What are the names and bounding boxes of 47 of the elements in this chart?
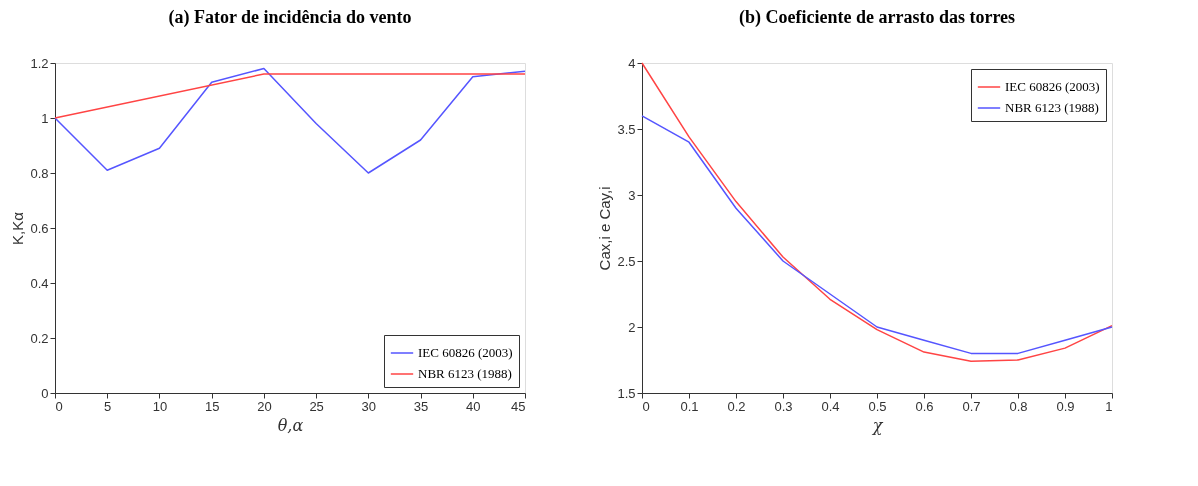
x-tick-label: 0.5 xyxy=(868,398,887,414)
chart-title: (b) Coeficiente de arrasto das torres xyxy=(738,7,1016,28)
chart-title: (a) Fator de incidência do vento xyxy=(168,7,412,28)
legend-label: NBR 6123 (1988) xyxy=(1005,100,1099,115)
line-series xyxy=(641,115,1113,355)
x-tick-label: 1 xyxy=(1105,398,1113,414)
y-axis-title: Cax,i e Cay,i xyxy=(596,186,614,271)
x-tick-label: 30 xyxy=(361,398,377,414)
legend-label: IEC 60826 (2003) xyxy=(418,345,513,360)
y-tick-label: 0 xyxy=(41,385,49,401)
x-tick-label: 0.8 xyxy=(1009,398,1028,414)
y-tick-label: 3.5 xyxy=(617,121,636,137)
x-tick-label: 35 xyxy=(413,398,429,414)
x-tick-label: 0 xyxy=(642,398,650,414)
y-tick-label: 3 xyxy=(628,187,636,203)
y-tick-label: 2 xyxy=(628,319,636,335)
x-tick-label: 0.7 xyxy=(962,398,981,414)
x-tick-label: 0.4 xyxy=(821,398,840,414)
x-axis-title: χ xyxy=(871,415,884,435)
x-tick-label: 15 xyxy=(204,398,220,414)
y-tick-label: 0.2 xyxy=(30,330,49,346)
y-tick-label: 2.5 xyxy=(617,253,636,269)
line-series xyxy=(641,62,1113,363)
x-tick-label: 10 xyxy=(152,398,168,414)
legend-label: IEC 60826 (2003) xyxy=(1005,79,1100,94)
x-tick-label: 0.1 xyxy=(680,398,699,414)
x-tick-label: 45 xyxy=(511,398,526,414)
x-tick-label: 0.6 xyxy=(915,398,934,414)
line-series xyxy=(54,67,526,174)
x-tick-label: 25 xyxy=(309,398,324,414)
y-tick-label: 1.2 xyxy=(30,55,49,71)
legend-label: NBR 6123 (1988) xyxy=(418,366,512,381)
x-axis-title: θ,α xyxy=(277,415,304,435)
x-tick-label: 0.2 xyxy=(727,398,746,414)
x-tick-label: 40 xyxy=(466,398,481,414)
y-axis-title: K,Kα xyxy=(9,211,27,245)
x-tick-label: 0 xyxy=(55,398,63,414)
y-tick-label: 1.5 xyxy=(617,385,636,401)
y-tick-label: 0.4 xyxy=(30,275,49,291)
y-tick-label: 0.6 xyxy=(30,220,49,236)
x-tick-label: 0.3 xyxy=(774,398,793,414)
x-tick-label: 0.9 xyxy=(1056,398,1075,414)
y-tick-label: 4 xyxy=(628,55,636,71)
y-tick-label: 0.8 xyxy=(30,165,49,181)
x-tick-label: 5 xyxy=(104,398,112,414)
x-tick-label: 20 xyxy=(257,398,272,414)
y-tick-label: 1 xyxy=(41,110,49,126)
